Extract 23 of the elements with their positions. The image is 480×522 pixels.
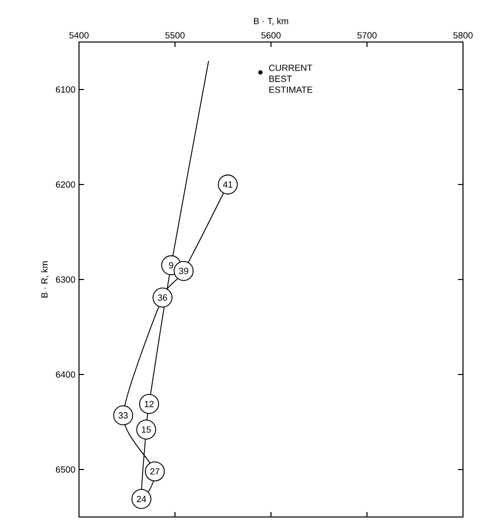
x-tick-label: 5400 (69, 32, 89, 38)
y-tick-label: 6500 (56, 466, 76, 473)
y-tick-label: 6300 (56, 276, 76, 283)
series-label: CURRENT BEST ESTIMATE (269, 64, 312, 93)
y-tick-label: 6200 (56, 181, 76, 188)
annotation: 12 (144, 400, 154, 408)
y-axis-title: B · R, km (41, 261, 49, 298)
y-tick-label: 6400 (56, 371, 76, 378)
x-axis-title: B · T, km (254, 18, 288, 26)
x-tick-label: 5500 (165, 32, 185, 38)
y-tick-label: 6100 (56, 86, 76, 93)
annotation: 15 (142, 426, 151, 433)
x-tick-label: 5700 (357, 32, 377, 38)
annotation: 41 (223, 181, 232, 188)
annotation: 27 (150, 468, 160, 475)
annotation: 9 (169, 262, 174, 268)
annotation: 33 (118, 412, 128, 419)
annotation: 39 (179, 268, 188, 274)
point (258, 70, 263, 75)
annotation: 24 (136, 496, 146, 502)
annotation: 36 (158, 294, 168, 301)
x-tick-label: 5600 (261, 32, 281, 38)
x-tick-label: 5800 (453, 32, 473, 38)
